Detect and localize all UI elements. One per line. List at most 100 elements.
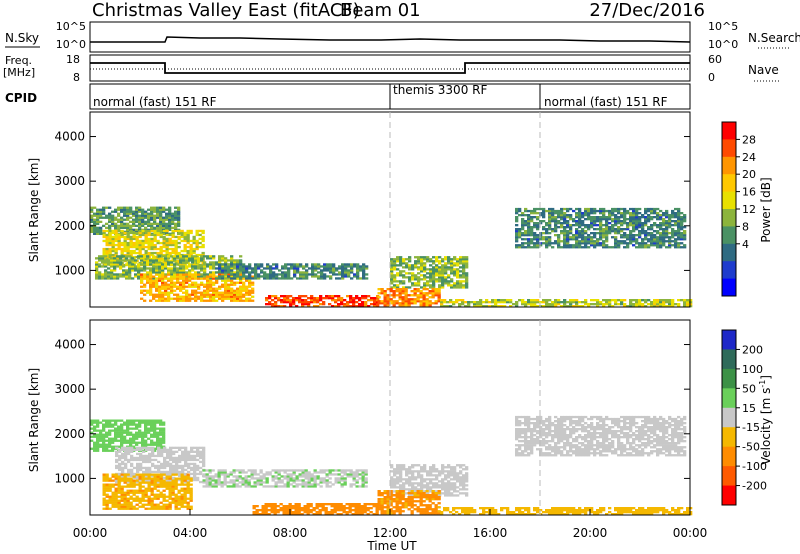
heatmap-cell bbox=[584, 246, 588, 249]
heatmap-cell bbox=[232, 469, 236, 472]
heatmap-cell bbox=[248, 271, 252, 274]
heatmap-cell bbox=[132, 493, 136, 496]
heatmap-cell bbox=[383, 294, 387, 297]
heatmap-cell bbox=[386, 304, 390, 307]
heatmap-cell bbox=[186, 237, 190, 241]
heatmap-cell bbox=[362, 273, 366, 276]
heatmap-cell bbox=[178, 456, 182, 460]
heatmap-cell bbox=[208, 477, 212, 480]
heatmap-cell bbox=[438, 272, 442, 275]
heatmap-cell bbox=[159, 228, 163, 231]
heatmap-cell bbox=[432, 286, 436, 289]
heatmap-cell bbox=[256, 479, 260, 482]
heatmap-cell bbox=[524, 232, 528, 235]
heatmap-cell bbox=[680, 216, 684, 219]
heatmap-cell bbox=[310, 479, 314, 482]
heatmap-cell bbox=[319, 295, 323, 298]
heatmap-cell bbox=[120, 439, 124, 442]
heatmap-cell bbox=[200, 291, 204, 294]
heatmap-cell bbox=[328, 297, 332, 300]
heatmap-cell bbox=[108, 497, 112, 500]
heatmap-cell bbox=[405, 258, 409, 261]
heatmap-cell bbox=[185, 257, 189, 260]
heatmap-cell bbox=[120, 229, 124, 233]
heatmap-cell bbox=[465, 278, 469, 281]
heatmap-cell bbox=[465, 260, 469, 263]
heatmap-cell bbox=[123, 208, 127, 211]
heatmap-cell bbox=[462, 276, 466, 279]
heatmap-cell bbox=[668, 226, 672, 229]
heatmap-cell bbox=[190, 468, 194, 472]
heatmap-cell bbox=[239, 259, 243, 262]
heatmap-cell bbox=[250, 475, 254, 478]
heatmap-cell bbox=[200, 265, 204, 268]
heatmap-cell bbox=[352, 479, 356, 482]
heatmap-cell bbox=[626, 209, 630, 213]
heatmap-cell bbox=[166, 462, 170, 466]
heatmap-cell bbox=[340, 469, 344, 472]
heatmap-cell bbox=[152, 267, 156, 270]
heatmap-cell bbox=[96, 441, 100, 444]
heatmap-cell bbox=[146, 289, 150, 292]
heatmap-cell bbox=[635, 224, 639, 227]
heatmap-cell bbox=[668, 236, 672, 239]
heatmap-cell bbox=[420, 262, 424, 265]
heatmap-cell bbox=[617, 246, 621, 249]
heatmap-cell bbox=[292, 477, 296, 480]
heatmap-cell bbox=[626, 228, 630, 231]
heatmap-cell bbox=[390, 258, 394, 261]
heatmap-cell bbox=[209, 275, 213, 278]
heatmap-cell bbox=[329, 263, 333, 266]
heatmap-cell bbox=[165, 487, 169, 490]
heatmap-cell bbox=[250, 477, 254, 480]
heatmap-cell bbox=[105, 485, 109, 488]
heatmap-cell bbox=[221, 259, 225, 262]
heatmap-cell bbox=[298, 479, 302, 482]
heatmap-cell bbox=[465, 276, 469, 279]
heatmap-cell bbox=[168, 483, 172, 486]
heatmap-cell bbox=[180, 497, 184, 500]
heatmap-cell bbox=[614, 240, 618, 243]
heatmap-cell bbox=[332, 271, 336, 274]
heatmap-cell bbox=[156, 497, 160, 500]
heatmap-cell bbox=[362, 263, 366, 266]
heatmap-cell bbox=[423, 276, 427, 279]
heatmap-cell bbox=[174, 241, 178, 245]
heatmap-cell bbox=[141, 212, 145, 215]
heatmap-cell bbox=[423, 262, 427, 265]
heatmap-cell bbox=[148, 456, 152, 460]
heatmap-cell bbox=[180, 235, 184, 239]
heatmap-cell bbox=[332, 269, 336, 272]
heatmap-cell bbox=[164, 299, 168, 302]
heatmap-cell bbox=[172, 446, 176, 449]
heatmap-cell bbox=[572, 299, 576, 302]
heatmap-cell bbox=[119, 255, 123, 258]
heatmap-cell bbox=[160, 462, 164, 466]
heatmap-cell bbox=[183, 233, 187, 237]
heatmap-cell bbox=[188, 277, 192, 280]
heatmap-cell bbox=[147, 419, 151, 422]
heatmap-cell bbox=[341, 265, 345, 268]
heatmap-cell bbox=[611, 224, 615, 227]
heatmap-cell bbox=[129, 483, 133, 486]
heatmap-cell bbox=[355, 295, 359, 298]
heatmap-cell bbox=[156, 419, 160, 422]
heatmap-cell bbox=[177, 253, 181, 257]
heatmap-cell bbox=[167, 295, 171, 298]
heatmap-cell bbox=[353, 263, 357, 266]
heatmap-cell bbox=[432, 268, 436, 271]
heatmap-cell bbox=[274, 485, 278, 488]
heatmap-cell bbox=[632, 240, 636, 243]
heatmap-cell bbox=[545, 240, 549, 243]
heatmap-cell bbox=[405, 264, 409, 267]
heatmap-cell bbox=[281, 267, 285, 270]
heatmap-cell bbox=[136, 452, 140, 456]
heatmap-cell bbox=[518, 209, 522, 213]
heatmap-cell bbox=[437, 290, 441, 293]
heatmap-cell bbox=[153, 419, 157, 422]
heatmap-cell bbox=[129, 208, 133, 211]
heatmap-cell bbox=[123, 222, 127, 225]
heatmap-cell bbox=[343, 303, 347, 306]
heatmap-cell bbox=[162, 218, 166, 221]
heatmap-cell bbox=[120, 216, 124, 219]
